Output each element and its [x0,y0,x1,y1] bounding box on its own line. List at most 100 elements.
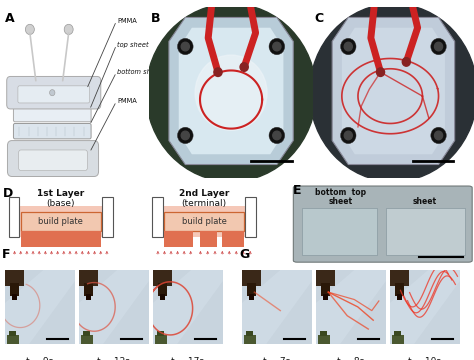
Bar [386,208,465,255]
Bar [9,330,16,336]
FancyBboxPatch shape [18,86,90,103]
Circle shape [240,63,248,71]
Polygon shape [390,270,460,344]
Circle shape [181,131,190,140]
Circle shape [310,4,474,181]
Text: E: E [293,184,302,197]
Bar [164,212,244,231]
Circle shape [64,24,73,35]
Bar [244,335,256,344]
Text: PMMA: PMMA [117,18,137,24]
Text: sheet: sheet [329,197,353,206]
Bar [397,294,402,300]
Text: top sheet: top sheet [117,42,149,48]
Text: build plate: build plate [38,217,83,226]
Circle shape [26,24,34,35]
Circle shape [344,42,352,51]
Bar [246,330,253,336]
Text: D: D [2,186,13,200]
Bar [242,270,261,286]
Bar [79,270,98,286]
Circle shape [273,42,281,51]
FancyBboxPatch shape [293,186,472,262]
Circle shape [344,131,352,140]
Bar [390,270,409,286]
Polygon shape [316,270,386,344]
Text: C: C [314,12,324,25]
Polygon shape [342,28,445,154]
Polygon shape [5,270,75,344]
Circle shape [435,42,443,51]
Bar [394,283,404,296]
FancyBboxPatch shape [18,150,87,171]
Bar [12,294,18,300]
Polygon shape [242,270,312,344]
Circle shape [402,58,410,66]
Bar [102,197,113,237]
Text: F: F [2,248,11,261]
FancyBboxPatch shape [8,140,99,176]
Bar [86,294,91,300]
Bar [152,197,163,237]
Bar [21,212,101,231]
Circle shape [340,127,356,144]
Bar [249,294,255,300]
Bar [164,231,193,247]
FancyBboxPatch shape [13,123,91,139]
Bar [246,283,256,296]
Bar [83,330,90,336]
FancyBboxPatch shape [7,76,101,109]
Circle shape [269,38,285,55]
Circle shape [340,38,356,55]
Bar [13,206,108,237]
Text: t = 9s: t = 9s [26,357,54,360]
Bar [160,294,165,300]
Text: t = 17s: t = 17s [171,357,204,360]
Bar [157,206,251,237]
Bar [21,231,101,247]
Text: t = 8s: t = 8s [337,357,365,360]
Bar [9,197,19,237]
Bar [201,231,218,247]
Bar [222,231,244,247]
Circle shape [146,4,316,181]
Circle shape [273,131,281,140]
Bar [316,270,335,286]
Circle shape [431,127,447,144]
Text: PMMA: PMMA [117,98,137,104]
Text: A: A [4,12,14,25]
Bar [83,283,93,296]
Bar [392,335,404,344]
Polygon shape [79,270,149,344]
Bar [81,335,93,344]
Circle shape [177,38,193,55]
Circle shape [195,55,267,130]
Polygon shape [179,28,283,154]
Circle shape [214,68,222,76]
Polygon shape [153,270,223,344]
Text: t = 7s: t = 7s [263,357,291,360]
Text: 2nd Layer: 2nd Layer [179,189,229,198]
Bar [323,294,328,300]
Bar [5,270,24,286]
Bar [302,208,377,255]
Text: bottom sheet: bottom sheet [117,69,162,75]
Circle shape [269,127,285,144]
Bar [157,283,167,296]
Bar [318,335,330,344]
Circle shape [431,38,447,55]
Bar [246,197,256,237]
Bar [153,270,172,286]
Polygon shape [169,18,293,165]
Circle shape [177,127,193,144]
Circle shape [435,131,443,140]
Bar [7,335,19,344]
Text: t = 12s: t = 12s [97,357,130,360]
Text: (base): (base) [46,199,75,208]
Text: sheet: sheet [413,197,437,206]
Text: 1st Layer: 1st Layer [37,189,84,198]
FancyBboxPatch shape [13,108,91,122]
Text: B: B [151,12,160,25]
Circle shape [181,42,190,51]
Text: t = 10s: t = 10s [408,357,441,360]
